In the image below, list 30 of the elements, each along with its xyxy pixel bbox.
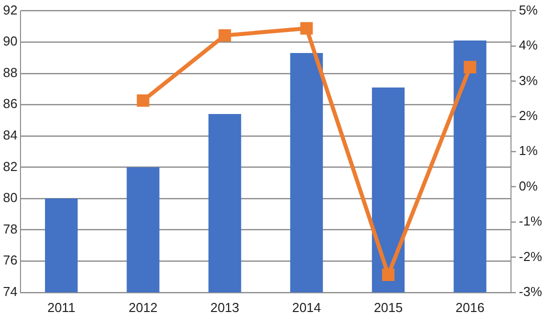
y-tick-label: 82: [2, 158, 18, 174]
x-tick-label: 2016: [456, 300, 484, 315]
y-tick-label: 74: [2, 284, 18, 299]
y-tick-label: 86: [2, 96, 18, 112]
point: [382, 268, 395, 282]
point: [300, 22, 313, 35]
y2-tick-label: -3%: [518, 284, 542, 299]
y-tick-label: 90: [2, 34, 18, 49]
point: [464, 60, 476, 74]
y2-tick-label: -1%: [518, 214, 542, 229]
y-tick-label: 84: [2, 128, 18, 143]
x-tick-label: 2014: [292, 300, 321, 315]
y2-tick-label: 0%: [518, 178, 538, 194]
x-tick-label: 2015: [374, 300, 403, 315]
y-tick-label: 88: [2, 64, 18, 80]
y2-tick-label: 3%: [518, 72, 538, 88]
y2-tick-label: 2%: [518, 108, 538, 123]
y2-tick-label: 1%: [518, 143, 538, 158]
y2-tick-label: 4%: [518, 38, 538, 53]
y2-tick-label: 5%: [518, 2, 538, 18]
x-tick-label: 2011: [47, 300, 76, 315]
y-tick-label: 80: [2, 190, 18, 206]
y-tick-label: 78: [2, 221, 18, 236]
y2-tick-label: -2%: [518, 248, 542, 264]
y-tick-label: 76: [2, 252, 18, 268]
point: [136, 94, 150, 107]
x-tick-label: 2012: [128, 300, 158, 315]
y-tick-label: 92: [2, 2, 18, 18]
x-tick-label: 2013: [210, 300, 240, 315]
point: [218, 29, 232, 42]
